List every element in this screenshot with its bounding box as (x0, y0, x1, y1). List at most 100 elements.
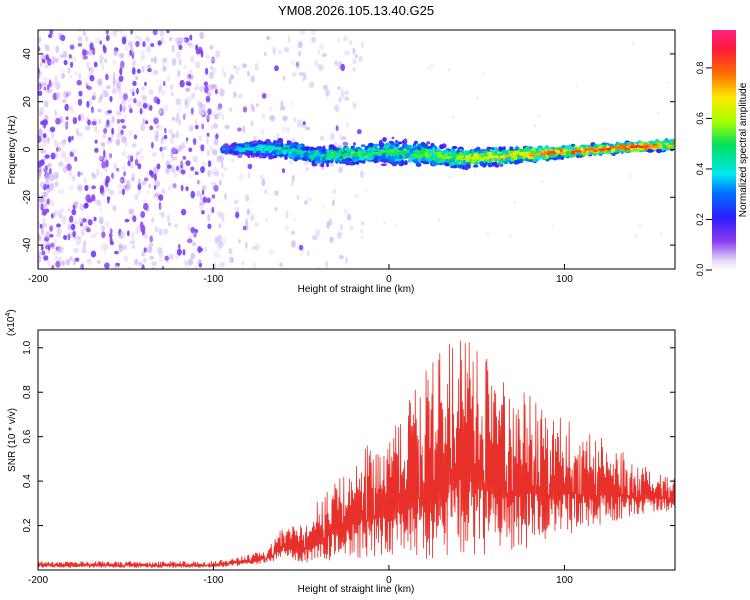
noise-point (117, 167, 121, 172)
noise-point (49, 60, 55, 65)
spectral-point (347, 158, 353, 162)
spectral-point (540, 156, 546, 159)
noise-point (56, 245, 61, 254)
noise-point (78, 37, 83, 44)
noise-point (53, 109, 58, 117)
spectral-point (349, 162, 353, 165)
noise-point (252, 246, 256, 250)
noise-point (45, 139, 49, 146)
noise-point (141, 181, 147, 186)
noise-point (317, 49, 321, 55)
spectral-point (315, 155, 321, 161)
noise-point (210, 181, 217, 186)
noise-point (76, 79, 82, 86)
noise-point (185, 140, 189, 145)
noise-point (111, 87, 117, 95)
spectral-point (259, 144, 266, 149)
noise-point (70, 61, 74, 68)
spectral-point (502, 146, 506, 150)
noise-point (188, 147, 193, 153)
noise-point (164, 255, 169, 261)
spectral-point (275, 151, 282, 155)
noise-point (199, 192, 203, 201)
spectral-point (312, 147, 319, 151)
spectral-point (464, 166, 469, 171)
spectral-point (294, 145, 298, 150)
spectral-point (450, 148, 456, 153)
noise-point (159, 203, 163, 209)
noise-point (109, 228, 113, 235)
noise-point (90, 250, 97, 258)
spectral-peak (601, 147, 608, 150)
colorbar-ticks: 0.0 0.2 0.4 0.6 0.8 (695, 62, 712, 276)
spectral-point (457, 163, 464, 169)
noise-point (221, 114, 224, 121)
noise-point (77, 171, 81, 177)
spectral-peak (630, 145, 635, 148)
noise-point (81, 228, 85, 237)
noise-point (92, 91, 97, 100)
noise-point (124, 140, 128, 147)
spectral-point (416, 145, 422, 151)
noise-point (143, 202, 149, 211)
noise-point (201, 161, 207, 166)
noise-point (224, 192, 227, 200)
noise-point (42, 133, 47, 139)
spectral-point (414, 140, 418, 144)
noise-point (126, 96, 132, 103)
noise-point (128, 208, 134, 215)
spectral-point (519, 155, 523, 158)
spectral-point (339, 155, 343, 159)
noise-point (352, 58, 357, 65)
noise-point (214, 114, 219, 120)
noise-point (207, 160, 212, 168)
noise-point (161, 58, 167, 63)
noise-point (142, 118, 146, 125)
spectral-point (663, 139, 667, 144)
spectral-point (224, 143, 229, 149)
spectral-point (254, 152, 261, 157)
y-tick-label: 0.4 (22, 474, 33, 488)
spectral-point (249, 143, 253, 149)
noise-point (97, 78, 103, 86)
noise-point (150, 57, 154, 63)
noise-point (229, 256, 235, 263)
spectral-point (321, 161, 325, 168)
noise-point (42, 204, 48, 210)
spectral-point (555, 149, 561, 154)
noise-point (65, 259, 71, 266)
noise-point (112, 115, 115, 123)
spectral-point (284, 155, 288, 160)
noise-point (291, 71, 297, 77)
x-tick-label: -200 (28, 575, 48, 586)
noise-point (39, 181, 45, 189)
noise-point (46, 198, 50, 205)
noise-point (242, 125, 246, 133)
noise-point (151, 217, 155, 223)
noise-point (74, 71, 78, 77)
noise-point (79, 203, 85, 211)
noise-point (110, 240, 114, 246)
noise-point (90, 233, 96, 239)
figure-title: YM08.2026.105.13.40.G25 (278, 3, 434, 18)
noise-point (136, 151, 141, 155)
noise-point (84, 125, 91, 131)
noise-point (356, 129, 362, 135)
spectrogram-x-label: Height of straight line (km) (298, 284, 415, 295)
noise-point (56, 223, 61, 228)
noise-point (128, 240, 135, 245)
noise-point (147, 64, 152, 69)
spectral-point (391, 161, 398, 167)
spectral-peak (367, 152, 371, 155)
noise-point (84, 202, 89, 209)
noise-point (75, 201, 79, 206)
noise-point (183, 64, 187, 70)
noise-point (475, 96, 479, 100)
spectral-point (408, 158, 412, 163)
noise-point (197, 179, 201, 186)
noise-point (634, 234, 637, 239)
spectral-point (382, 137, 387, 142)
noise-point (151, 152, 158, 157)
x-tick-label: 100 (556, 575, 573, 586)
noise-point (352, 47, 356, 55)
